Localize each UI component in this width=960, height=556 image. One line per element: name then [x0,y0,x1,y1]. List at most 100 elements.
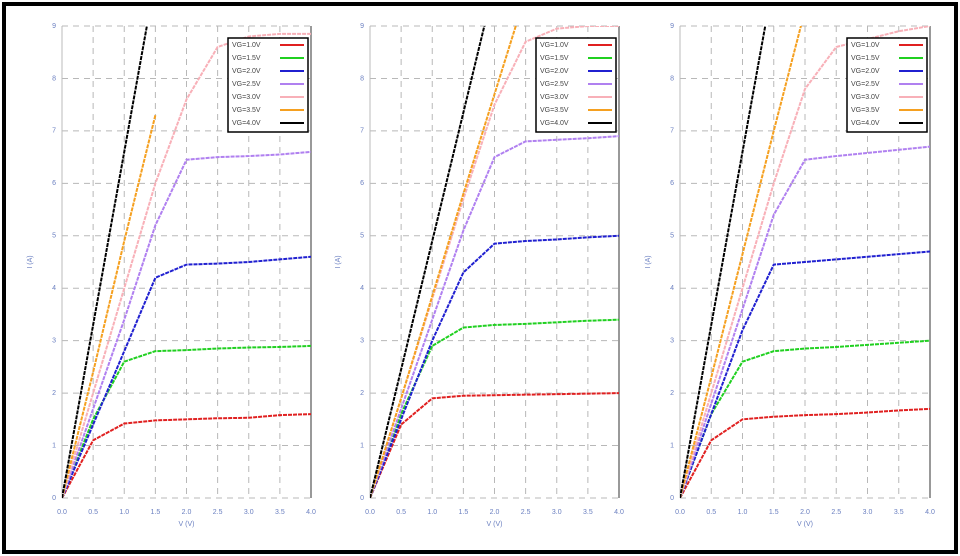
y-tick-label: 7 [360,128,364,135]
legend-label: VG=1.0V [232,42,261,49]
series-line [370,318,619,498]
x-tick-label: 0.0 [365,509,375,516]
series-line [680,26,802,498]
legend-label: VG=1.5V [540,55,569,62]
x-tick-label: 0.0 [57,509,67,516]
x-tick-label: 2.0 [800,509,810,516]
legend-label: VG=2.0V [540,68,569,75]
x-tick-label: 1.0 [119,509,129,516]
x-tick-label: 0.5 [396,509,406,516]
x-tick-label: 1.0 [738,509,748,516]
y-tick-label: 3 [360,338,364,345]
x-tick-label: 3.0 [552,509,562,516]
series-line [370,26,619,498]
x-axis-label: V (V) [797,521,813,528]
x-tick-label: 3.5 [894,509,904,516]
x-tick-label: 1.5 [459,509,469,516]
x-tick-label: 4.0 [614,509,624,516]
legend-label: VG=4.0V [540,120,569,127]
series-line [62,32,311,498]
x-tick-label: 3.0 [244,509,254,516]
series-line [370,392,619,498]
x-tick-label: 0.5 [88,509,98,516]
y-axis-label: I (A) [645,255,652,268]
y-tick-label: 4 [52,285,56,292]
x-tick-label: 2.0 [490,509,500,516]
x-tick-label: 3.0 [863,509,873,516]
series-line [370,234,619,498]
legend-label: VG=2.5V [232,81,261,88]
y-tick-label: 9 [52,23,56,30]
series-group [62,26,311,498]
legend-label: VG=2.0V [851,68,880,75]
x-tick-label: 2.0 [182,509,192,516]
y-axis-label: I (A) [27,255,34,268]
y-tick-label: 2 [360,390,364,397]
y-tick-label: 5 [52,233,56,240]
x-tick-label: 1.5 [769,509,779,516]
legend-label: VG=3.0V [540,94,569,101]
y-tick-label: 3 [670,338,674,345]
y-tick-label: 4 [670,285,674,292]
series-line [62,114,157,498]
y-tick-label: 6 [670,180,674,187]
legend-label: VG=1.0V [540,42,569,49]
y-tick-label: 0 [360,495,364,502]
x-tick-label: 2.5 [831,509,841,516]
y-axis-label: I (A) [335,255,342,268]
legend-label: VG=3.0V [851,94,880,101]
series-line [680,407,930,498]
x-tick-label: 4.0 [925,509,935,516]
y-tick-label: 2 [52,390,56,397]
x-tick-label: 0.5 [706,509,716,516]
legend-label: VG=3.5V [851,107,880,114]
series-group [370,26,619,498]
legend-label: VG=3.5V [232,107,261,114]
x-tick-label: 2.5 [213,509,223,516]
y-tick-label: 1 [52,442,56,449]
series-line [680,26,930,498]
series-line [680,250,930,498]
y-tick-label: 3 [52,338,56,345]
y-tick-label: 6 [52,180,56,187]
series-line [370,26,517,498]
x-axis-label: V (V) [179,521,195,528]
legend-label: VG=2.5V [851,81,880,88]
x-tick-label: 2.5 [521,509,531,516]
y-tick-label: 5 [670,233,674,240]
legend-label: VG=3.0V [232,94,261,101]
legend-label: VG=1.5V [851,55,880,62]
series-line [62,413,311,498]
x-tick-label: 0.0 [675,509,685,516]
y-tick-label: 7 [52,128,56,135]
legend-label: VG=4.0V [851,120,880,127]
y-tick-label: 0 [52,495,56,502]
y-tick-label: 7 [670,128,674,135]
x-axis-label: V (V) [487,521,503,528]
y-tick-label: 8 [52,75,56,82]
y-tick-label: 1 [670,442,674,449]
x-tick-label: 4.0 [306,509,316,516]
y-tick-label: 4 [360,285,364,292]
y-tick-label: 0 [670,495,674,502]
legend-label: VG=2.5V [540,81,569,88]
series-line [62,150,311,498]
y-tick-label: 2 [670,390,674,397]
y-tick-label: 1 [360,442,364,449]
series-line [62,26,148,498]
series-line [680,26,767,498]
series-line [370,135,619,498]
series-group [680,26,930,498]
y-tick-label: 5 [360,233,364,240]
legend-label: VG=2.0V [232,68,261,75]
legend-label: VG=3.5V [540,107,569,114]
x-tick-label: 3.5 [275,509,285,516]
y-tick-label: 6 [360,180,364,187]
y-tick-label: 9 [360,23,364,30]
x-tick-label: 3.5 [583,509,593,516]
series-line [680,339,930,498]
y-tick-label: 9 [670,23,674,30]
series-line [680,145,930,498]
